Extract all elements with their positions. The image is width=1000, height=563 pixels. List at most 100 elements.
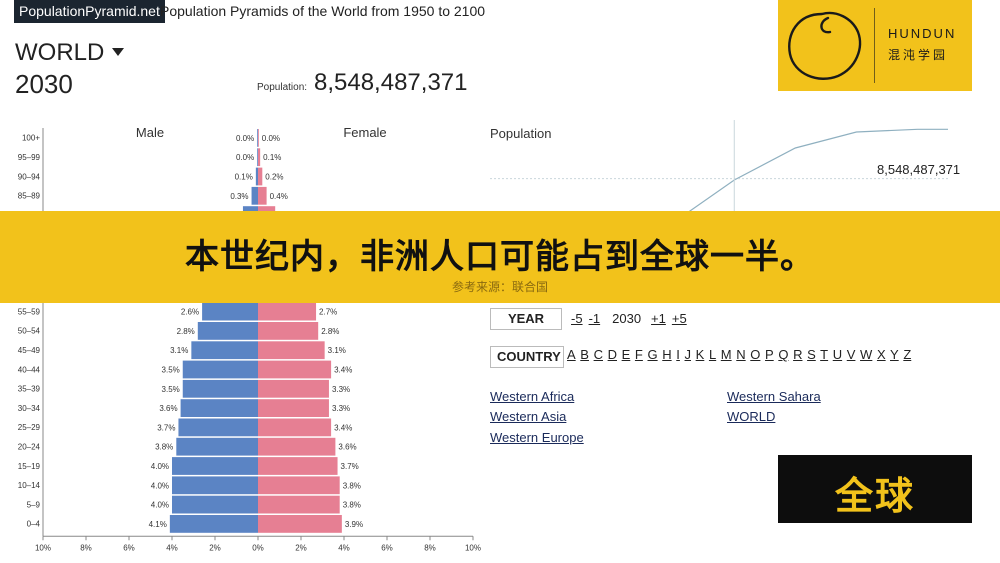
female-value-label: 2.7% [319,308,337,317]
female-value-label: 3.3% [332,385,350,394]
region-name: WORLD [15,39,105,66]
female-bar [258,302,317,321]
age-label: 0–4 [27,520,41,529]
male-value-label: 3.5% [162,366,180,375]
country-link-western-africa[interactable]: Western Africa [490,389,575,404]
letter-link-i[interactable]: I [676,347,680,362]
letter-link-g[interactable]: G [647,347,658,362]
male-bar [257,148,258,167]
letter-link-w[interactable]: W [860,347,873,362]
letter-link-q[interactable]: Q [778,347,789,362]
male-bar [182,379,258,398]
hundun-logo: HUNDUN 混沌学园 [778,0,972,91]
male-bar [191,341,258,360]
x-tick-label: 2% [209,543,221,552]
logo-name-cn: 混沌学园 [888,48,949,62]
letter-link-p[interactable]: P [765,347,774,362]
age-label: 5–9 [27,500,41,509]
male-value-label: 3.8% [155,443,173,452]
country-button[interactable]: COUNTRY [490,346,564,368]
male-bar [197,322,258,340]
year-minus-5-link[interactable]: -5 [571,311,583,326]
banner-source: 参考来源：联合国 [451,280,548,294]
letter-link-a[interactable]: A [567,347,576,362]
letter-link-h[interactable]: H [662,347,672,362]
age-label: 55–59 [18,307,41,316]
x-tick-label: 8% [424,543,436,552]
age-label: 15–19 [18,462,41,471]
country-link-western-europe[interactable]: Western Europe [490,430,584,445]
male-bar [255,167,258,186]
age-label: 30–34 [18,404,41,413]
female-bar [258,437,336,456]
male-bar [172,495,258,514]
year-title: 2030 [15,69,73,99]
letter-link-l[interactable]: L [708,347,717,362]
male-value-label: 3.1% [170,346,188,355]
country-link-western-sahara[interactable]: Western Sahara [727,389,821,404]
x-tick-label: 6% [123,543,135,552]
letter-link-x[interactable]: X [876,347,886,362]
letter-link-c[interactable]: C [593,347,603,362]
letter-link-t[interactable]: T [820,347,829,362]
male-bar [172,457,258,475]
year-plus-1-link[interactable]: +1 [651,311,666,326]
female-value-label: 3.3% [332,404,350,413]
letter-link-d[interactable]: D [607,347,617,362]
age-label: 25–29 [18,423,41,432]
x-tick-label: 4% [338,543,350,552]
letter-link-y[interactable]: Y [890,347,899,362]
year-plus-5-link[interactable]: +5 [671,311,687,326]
letter-link-j[interactable]: J [684,347,692,362]
female-value-label: 3.9% [345,520,363,529]
female-bar [258,379,329,398]
male-bar [251,186,258,205]
female-bar [258,186,267,205]
letter-link-m[interactable]: M [720,347,732,362]
population-value: 8,548,487,371 [314,69,468,96]
female-value-label: 2.8% [321,327,339,336]
letter-link-f[interactable]: F [634,347,643,362]
site-logo-link[interactable]: PopulationPyramid.net [14,0,165,23]
country-link-world[interactable]: WORLD [727,409,776,424]
letter-link-e[interactable]: E [621,347,631,362]
logo-divider [874,8,875,83]
letter-link-z[interactable]: Z [903,347,912,362]
age-label: 50–54 [18,327,41,336]
female-bar [258,476,340,495]
male-value-label: 0.1% [235,173,253,182]
female-value-label: 0.0% [262,134,280,143]
letter-link-s[interactable]: S [807,347,816,362]
female-value-label: 3.1% [328,346,346,355]
female-value-label: 0.2% [265,173,283,182]
male-value-label: 0.0% [236,134,254,143]
site-tagline: Population Pyramids of the World from 19… [160,3,486,19]
female-value-label: 0.1% [263,153,281,162]
letter-link-n[interactable]: N [736,347,746,362]
letter-link-b[interactable]: B [580,347,589,362]
male-label: Male [136,125,164,140]
male-value-label: 4.0% [151,501,169,510]
letter-link-u[interactable]: U [832,347,843,362]
global-overlay-label: 全球 [834,476,915,518]
x-tick-label: 6% [381,543,393,552]
male-bar [202,302,258,321]
age-label: 100+ [22,134,40,143]
letter-link-o[interactable]: O [750,347,761,362]
region-selector[interactable]: WORLD [15,39,125,67]
female-bar [258,418,332,437]
headline-banner: 本世纪内，非洲人口可能占到全球一半。 参考来源：联合国 [0,211,1000,303]
letter-link-k[interactable]: K [695,347,705,362]
age-label: 20–24 [18,442,41,451]
current-year: 2030 [612,311,642,326]
male-value-label: 4.0% [151,462,169,471]
chevron-down-icon [112,47,125,56]
country-link-western-asia[interactable]: Western Asia [490,409,567,424]
letter-link-v[interactable]: V [846,347,856,362]
logo-name-en: HUNDUN [888,26,957,41]
age-label: 40–44 [18,365,41,374]
letter-link-r[interactable]: R [793,347,803,362]
year-button[interactable]: YEAR [490,308,562,330]
year-minus-1-link[interactable]: -1 [588,311,601,326]
banner-headline: 本世纪内，非洲人口可能占到全球一半。 [185,238,815,276]
